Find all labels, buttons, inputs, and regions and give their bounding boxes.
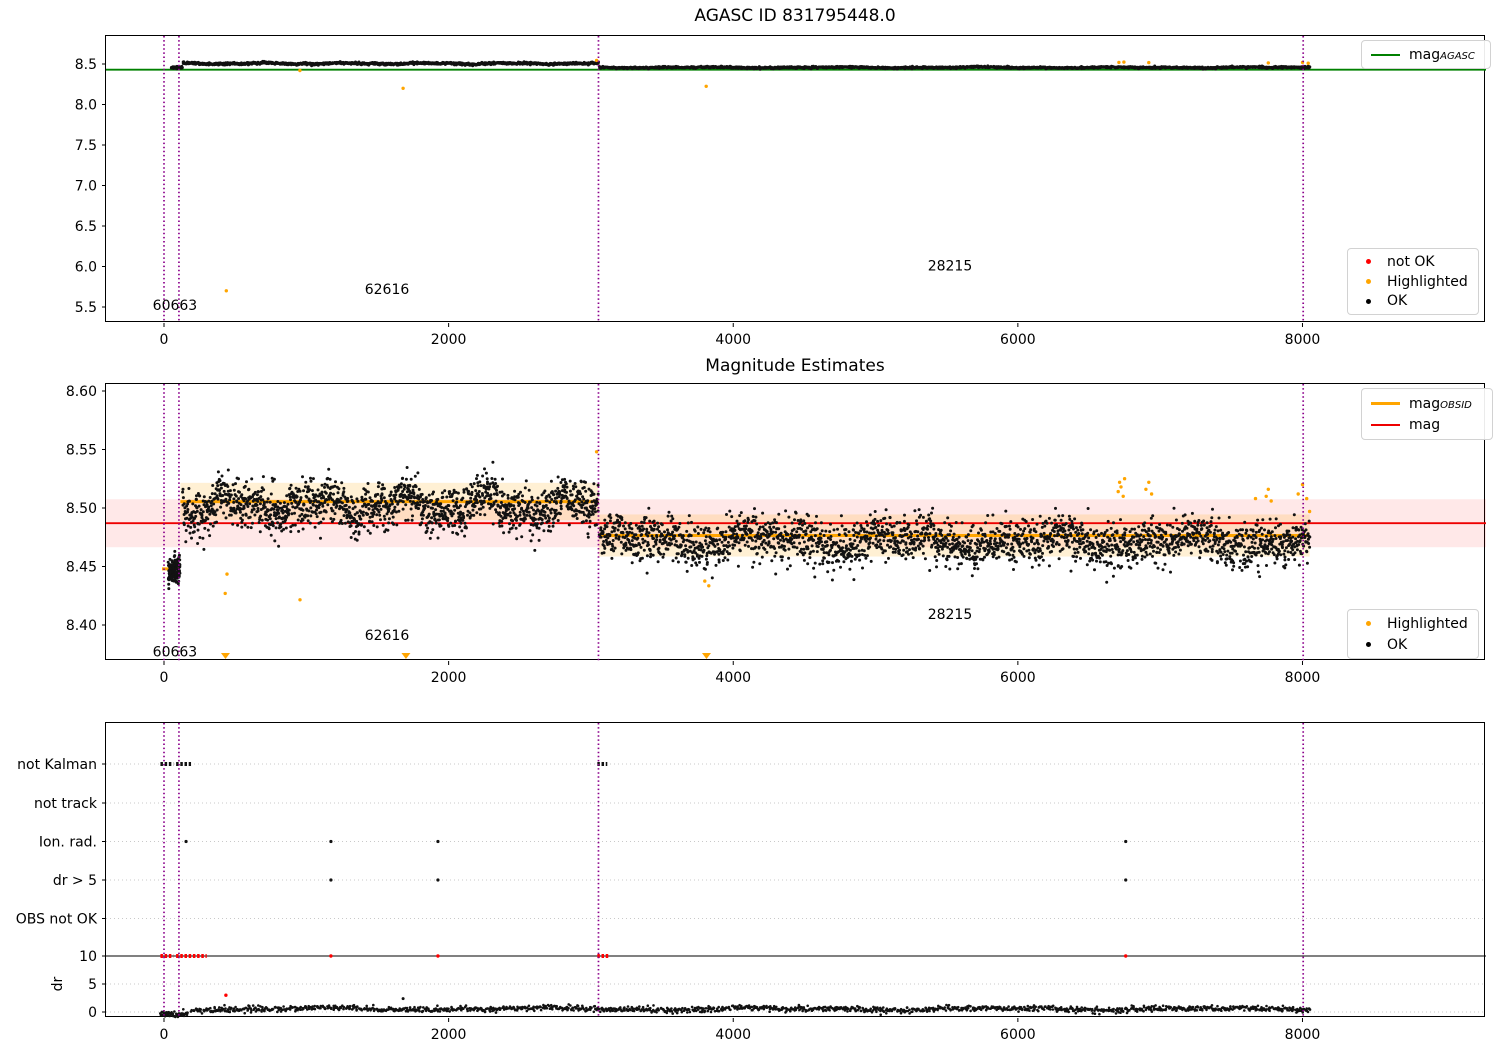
legend-item-mag: mag bbox=[1371, 414, 1483, 435]
ok-points bbox=[166, 460, 1312, 591]
legend-item-ok-2: OK bbox=[1357, 634, 1469, 655]
x-axis-ticks: 0 2000 4000 6000 8000 bbox=[160, 661, 1321, 686]
annotation-obsid-60663: 60663 bbox=[153, 645, 198, 661]
annotation-obsid-28215: 28215 bbox=[928, 607, 973, 623]
dr-tick-label: 5 bbox=[88, 977, 97, 993]
mag-obsid-line-swatch bbox=[1371, 402, 1400, 405]
offscale-low-triangles bbox=[220, 653, 711, 659]
legend-item-ok: OK bbox=[1357, 291, 1469, 311]
flag-rows bbox=[160, 762, 1128, 882]
ok-dr-points bbox=[159, 997, 1312, 1019]
legend-item-mag-agasc: magAGASC bbox=[1371, 44, 1481, 65]
axes-estimates-plot: 60663 62616 28215 0 2000 4000 6000 8000 8.40 8.45… bbox=[66, 383, 1486, 686]
not-ok-dr-marks bbox=[160, 954, 1128, 997]
x-tick-label: 2000 bbox=[431, 1027, 467, 1043]
y-tick-label: 7.5 bbox=[75, 138, 97, 154]
y-axis-ticks: 5.5 6.0 6.5 7.0 7.5 8.0 8.5 bbox=[75, 57, 106, 316]
annotation-obsid-28215: 28215 bbox=[928, 259, 973, 275]
y-tick-label: 8.45 bbox=[66, 560, 97, 576]
x-tick-label: 2000 bbox=[431, 670, 467, 686]
x-tick-label: 0 bbox=[160, 670, 169, 686]
x-tick-label: 4000 bbox=[715, 1027, 751, 1043]
legend-item-highlighted: Highlighted bbox=[1357, 272, 1469, 292]
legend-mag-agasc: magAGASC bbox=[1361, 40, 1491, 69]
x-tick-label: 0 bbox=[160, 1027, 169, 1043]
obsid-boundary-vlines bbox=[163, 36, 1305, 323]
x-tick-label: 2000 bbox=[431, 332, 467, 348]
legend-mag-lines: magOBSID mag bbox=[1361, 388, 1493, 440]
y-tick-label: 5.5 bbox=[75, 300, 97, 316]
x-tick-label: 6000 bbox=[1000, 332, 1036, 348]
flag-row-labels: not Kalman not track Ion. rad. dr > 5 OBS no… bbox=[16, 757, 106, 1021]
flag-row-label: Ion. rad. bbox=[39, 835, 97, 851]
y-tick-label: 6.0 bbox=[75, 260, 97, 276]
not-ok-dot-icon bbox=[1366, 259, 1371, 265]
y-tick-label: 8.40 bbox=[66, 618, 97, 634]
estimates-plot-svg: 60663 62616 28215 0 2000 4000 6000 8000 8.40 8.45… bbox=[66, 384, 1486, 686]
ok-dot-icon bbox=[1366, 642, 1371, 647]
mag-agasc-line-swatch bbox=[1371, 53, 1400, 56]
x-axis-ticks: 0 2000 4000 6000 8000 bbox=[160, 323, 1321, 348]
y-tick-label: 8.60 bbox=[66, 384, 97, 400]
flags-plot-svg: not Kalman not track Ion. rad. dr > 5 OBS no… bbox=[16, 723, 1486, 1043]
chart-title-agasc: AGASC ID 831795448.0 bbox=[694, 6, 896, 26]
flag-row-label: not Kalman bbox=[17, 757, 97, 773]
legend-item-not-ok: not OK bbox=[1357, 252, 1469, 272]
y-tick-label: 6.5 bbox=[75, 219, 97, 235]
ok-points bbox=[169, 59, 1312, 71]
y-tick-label: 8.0 bbox=[75, 98, 97, 114]
y-tick-label: 8.55 bbox=[66, 443, 97, 459]
ok-dot-icon bbox=[1366, 298, 1371, 304]
x-tick-label: 0 bbox=[160, 332, 169, 348]
annotation-obsid-62616: 62616 bbox=[365, 282, 410, 298]
chart-title-estimates: Magnitude Estimates bbox=[705, 356, 885, 376]
obsid-annotations: 60663 62616 28215 bbox=[153, 607, 973, 660]
legend-label-mag: mag bbox=[1409, 416, 1441, 433]
legend-label-mag-obsid: magOBSID bbox=[1409, 395, 1472, 412]
x-tick-label: 8000 bbox=[1285, 1027, 1321, 1043]
y-tick-label: 8.5 bbox=[75, 57, 97, 73]
legend-label-ok-2: OK bbox=[1387, 636, 1408, 653]
highlighted-points bbox=[223, 450, 1312, 602]
y-tick-label: 7.0 bbox=[75, 179, 97, 195]
dr-tick-label: 0 bbox=[88, 1005, 97, 1021]
x-axis-ticks: 0 2000 4000 6000 8000 bbox=[160, 1018, 1321, 1043]
x-tick-label: 8000 bbox=[1285, 332, 1321, 348]
annotation-obsid-60663: 60663 bbox=[153, 298, 198, 314]
obsid-boundary-vlines bbox=[163, 723, 1305, 1018]
legend-label-not-ok: not OK bbox=[1387, 253, 1435, 270]
legend-label-highlighted-2: Highlighted bbox=[1387, 615, 1468, 632]
legend-label-mag-agasc: magAGASC bbox=[1409, 46, 1475, 63]
flag-row-label: OBS not OK bbox=[16, 912, 98, 928]
legend-point-status: not OK Highlighted OK bbox=[1347, 248, 1479, 315]
y-axis-ticks: 8.40 8.45 8.50 8.55 8.60 bbox=[66, 384, 106, 634]
x-tick-label: 4000 bbox=[715, 332, 751, 348]
highlighted-dot-icon bbox=[1366, 621, 1371, 626]
x-tick-label: 6000 bbox=[1000, 1027, 1036, 1043]
mag-line-swatch bbox=[1371, 423, 1400, 426]
y-tick-label: 8.50 bbox=[66, 501, 97, 517]
legend-label-ok: OK bbox=[1387, 293, 1408, 310]
x-tick-label: 8000 bbox=[1285, 670, 1321, 686]
highlighted-dot-icon bbox=[1366, 279, 1371, 284]
legend-label-highlighted: Highlighted bbox=[1387, 273, 1468, 290]
highlighted-points bbox=[224, 58, 1310, 293]
flag-row-label: dr > 5 bbox=[53, 873, 97, 889]
row-gridlines bbox=[106, 763, 1486, 1013]
x-tick-label: 4000 bbox=[715, 670, 751, 686]
legend-item-mag-obsid: magOBSID bbox=[1371, 393, 1483, 414]
legend-item-highlighted-2: Highlighted bbox=[1357, 613, 1469, 634]
obsid-annotations: 60663 62616 28215 bbox=[153, 259, 973, 315]
dr-tick-label: 10 bbox=[79, 949, 97, 965]
dr-axis-label: dr bbox=[50, 976, 66, 991]
axes-flags-plot: not Kalman not track Ion. rad. dr > 5 OBS no… bbox=[16, 722, 1486, 1043]
flag-row-label: not track bbox=[34, 796, 98, 812]
obsid-boundary-vlines bbox=[163, 384, 1305, 661]
annotation-obsid-62616: 62616 bbox=[365, 628, 410, 644]
axes-mags-plot: 60663 62616 28215 0 2000 4000 6000 8000 5.5 6.0 6.… bbox=[75, 35, 1486, 348]
mags-plot-svg: 60663 62616 28215 0 2000 4000 6000 8000 5.5 6.0 6.… bbox=[75, 36, 1486, 348]
legend-estimates-points: Highlighted OK bbox=[1347, 609, 1479, 659]
x-tick-label: 6000 bbox=[1000, 670, 1036, 686]
